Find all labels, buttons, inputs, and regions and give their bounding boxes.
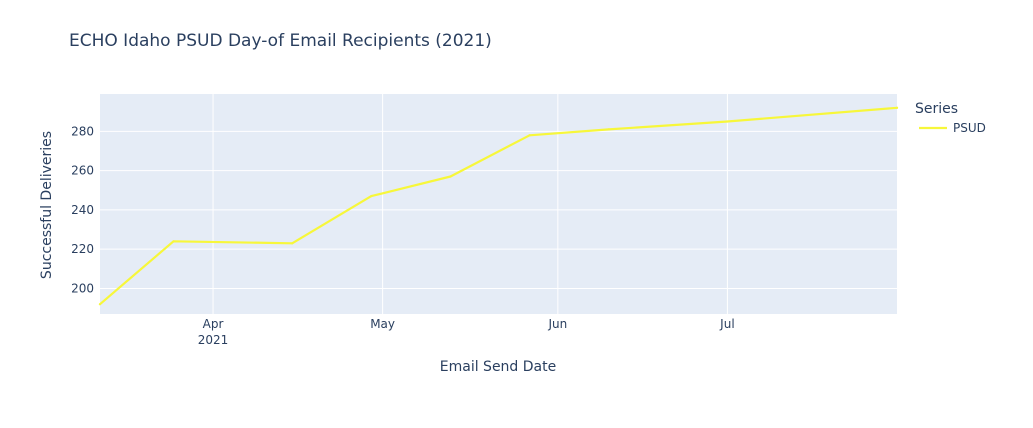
y-tick-label: 260	[71, 164, 94, 178]
y-tick-label: 280	[71, 124, 94, 138]
series-layer	[98, 106, 899, 306]
y-axis-ticks: 200 220 240 260 280	[71, 124, 94, 295]
x-tick-label: Jun	[547, 317, 567, 331]
x-tick-label: May	[370, 317, 395, 331]
gridlines	[100, 94, 897, 314]
y-tick-label: 220	[71, 242, 94, 256]
x-tick-label: Apr	[203, 317, 224, 331]
legend-items: PSUD	[919, 121, 986, 135]
plot-area	[100, 94, 897, 314]
data-point[interactable]	[528, 134, 531, 137]
data-point[interactable]	[726, 120, 729, 123]
data-point[interactable]	[370, 195, 373, 198]
x-axis-title: Email Send Date	[440, 359, 556, 375]
chart-title: ECHO Idaho PSUD Day-of Email Recipients …	[69, 31, 492, 51]
data-point[interactable]	[449, 175, 452, 178]
legend[interactable]: Series PSUD	[915, 101, 986, 135]
data-point[interactable]	[172, 240, 175, 243]
data-point[interactable]	[291, 242, 294, 245]
legend-label: PSUD	[953, 121, 986, 135]
y-axis-title: Successful Deliveries	[39, 131, 55, 279]
x-tick-label: Jul	[719, 317, 734, 331]
data-point[interactable]	[607, 128, 610, 131]
data-point[interactable]	[895, 106, 899, 109]
data-point[interactable]	[98, 303, 102, 306]
legend-title: Series	[915, 101, 958, 117]
y-tick-label: 200	[71, 281, 94, 295]
y-tick-label: 240	[71, 203, 94, 217]
x-axis-ticks: Apr 2021 May Jun Jul	[198, 317, 735, 347]
x-tick-year-label: 2021	[198, 333, 229, 347]
